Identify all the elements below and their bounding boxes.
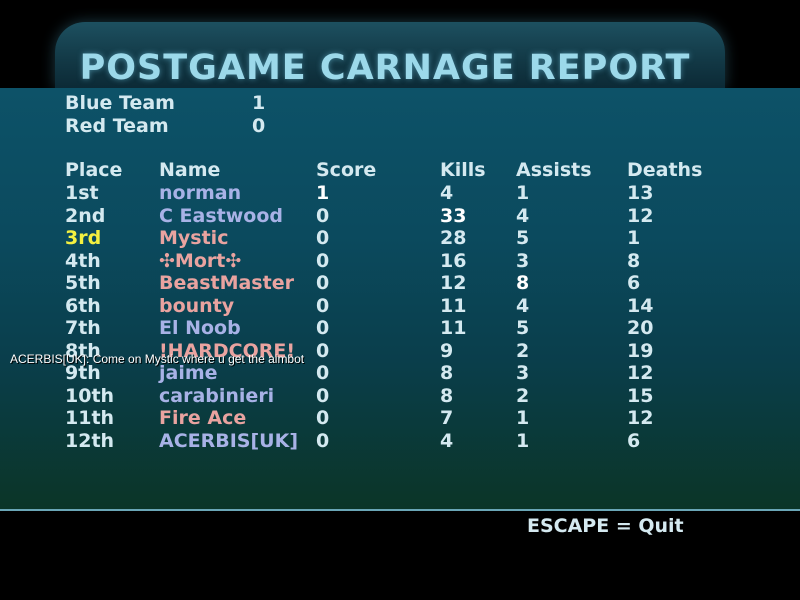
cell-kills: 8 <box>440 384 454 407</box>
cell-name: Mystic <box>159 227 229 249</box>
cell-place: 10th <box>65 384 115 407</box>
cell-assists: 5 <box>516 227 530 249</box>
cell-score: 0 <box>316 384 330 407</box>
cell-deaths: 8 <box>627 249 641 272</box>
cell-assists: 1 <box>516 407 530 429</box>
cell-place: 4th <box>65 249 101 272</box>
cell-name: bounty <box>159 294 235 317</box>
cell-deaths: 12 <box>627 204 654 227</box>
cell-score: 0 <box>316 227 330 249</box>
cell-score: 0 <box>316 317 330 339</box>
cell-deaths: 14 <box>627 294 654 317</box>
cell-assists: 2 <box>516 384 530 407</box>
cell-kills: 28 <box>440 227 467 249</box>
cell-score: 0 <box>316 339 330 362</box>
header-deaths: Deaths <box>627 159 703 181</box>
cell-place: 5th <box>65 272 101 294</box>
cell-place: 11th <box>65 407 115 429</box>
team-name-blue: Blue Team <box>65 92 175 114</box>
cell-kills: 7 <box>440 407 454 429</box>
team-name-red: Red Team <box>65 115 169 137</box>
cell-name: !HARDCORE! <box>159 339 296 362</box>
header-place: Place <box>65 159 123 181</box>
cell-place: 9th <box>65 362 101 384</box>
header-assists: Assists <box>516 159 592 181</box>
cell-name: ACERBIS[UK] <box>159 429 299 452</box>
cell-assists: 5 <box>516 317 530 339</box>
cell-assists: 8 <box>516 272 530 294</box>
header-kills: Kills <box>440 159 486 181</box>
cell-kills: 11 <box>440 294 467 317</box>
team-score-blue: 1 <box>252 92 266 114</box>
cell-kills: 4 <box>440 429 454 452</box>
cell-assists: 3 <box>516 362 530 384</box>
cell-deaths: 6 <box>627 272 641 294</box>
cell-assists: 4 <box>516 204 530 227</box>
cell-kills: 11 <box>440 317 467 339</box>
cell-kills: 16 <box>440 249 467 272</box>
cell-kills: 33 <box>440 204 467 227</box>
cell-score: 0 <box>316 362 330 384</box>
cell-name: jaime <box>159 362 218 384</box>
escape-quit-hint[interactable]: ESCAPE = Quit <box>527 515 684 537</box>
cell-deaths: 13 <box>627 182 654 204</box>
cell-deaths: 12 <box>627 407 654 429</box>
cell-place: 2nd <box>65 204 106 227</box>
cell-kills: 4 <box>440 182 454 204</box>
cell-score: 0 <box>316 429 330 452</box>
cell-name: C Eastwood <box>159 204 284 227</box>
cell-score: 1 <box>316 182 330 204</box>
team-score-red: 0 <box>252 115 266 137</box>
cell-name: El Noob <box>159 317 241 339</box>
page-title: POSTGAME CARNAGE REPORT <box>79 48 691 88</box>
cell-kills: 8 <box>440 362 454 384</box>
cell-score: 0 <box>316 204 330 227</box>
cell-kills: 12 <box>440 272 467 294</box>
scoreboard-panel <box>0 88 800 511</box>
cell-assists: 2 <box>516 339 530 362</box>
cell-name: carabinieri <box>159 384 275 407</box>
cell-assists: 4 <box>516 294 530 317</box>
header-name: Name <box>159 159 221 181</box>
cell-name: BeastMaster <box>159 272 294 294</box>
cell-kills: 9 <box>440 339 454 362</box>
cell-deaths: 12 <box>627 362 654 384</box>
cell-place: 7th <box>65 317 101 339</box>
cell-deaths: 20 <box>627 317 654 339</box>
cell-name: ✣Mort✣ <box>159 249 242 272</box>
header-score: Score <box>316 159 377 181</box>
cell-score: 0 <box>316 249 330 272</box>
cell-score: 0 <box>316 294 330 317</box>
cell-deaths: 19 <box>627 339 654 362</box>
cell-assists: 3 <box>516 249 530 272</box>
cell-name: norman <box>159 182 242 204</box>
cell-place: 6th <box>65 294 101 317</box>
cell-place: 3rd <box>65 227 102 249</box>
chat-message: ACERBIS[UK]: Come on Mystic where u get … <box>10 352 305 366</box>
cell-place: 8th <box>65 339 101 362</box>
cell-name: Fire Ace <box>159 407 247 429</box>
cell-deaths: 6 <box>627 429 641 452</box>
cell-place: 1st <box>65 182 99 204</box>
cell-deaths: 15 <box>627 384 654 407</box>
title-plate <box>55 22 725 88</box>
cell-score: 0 <box>316 272 330 294</box>
cell-assists: 1 <box>516 182 530 204</box>
cell-assists: 1 <box>516 429 530 452</box>
cell-place: 12th <box>65 429 115 452</box>
cell-deaths: 1 <box>627 227 641 249</box>
cell-score: 0 <box>316 407 330 429</box>
